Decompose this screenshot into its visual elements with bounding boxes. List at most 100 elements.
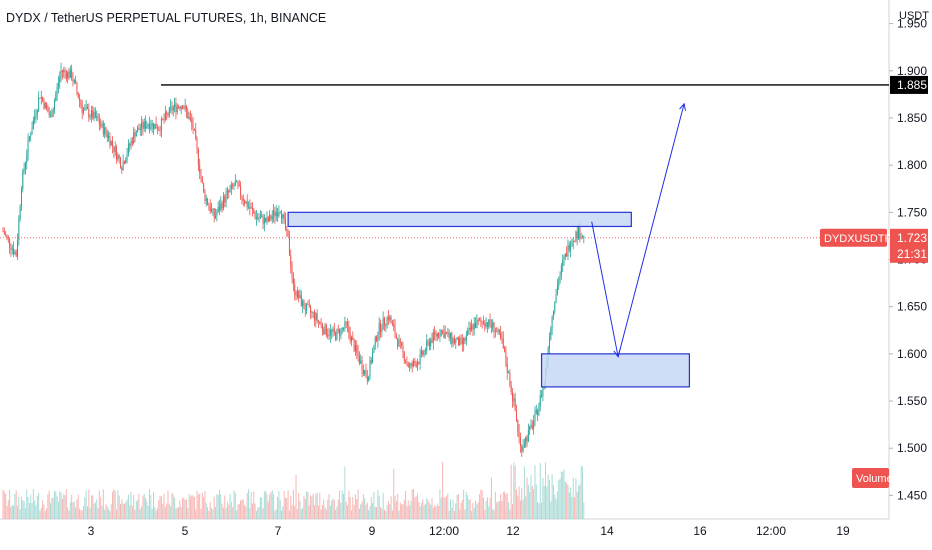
volume-bar bbox=[430, 504, 432, 519]
volume-bar bbox=[358, 508, 360, 519]
arrow-head-down bbox=[613, 349, 621, 358]
volume-bar bbox=[513, 462, 515, 519]
price-tick: 1.450 bbox=[889, 488, 927, 502]
candle bbox=[452, 336, 454, 348]
candle bbox=[303, 299, 305, 310]
candle bbox=[418, 361, 420, 365]
volume-bar bbox=[200, 508, 202, 519]
volume-bar bbox=[232, 507, 234, 519]
candle bbox=[459, 335, 461, 346]
volume-bar bbox=[424, 503, 426, 519]
volume-bar bbox=[240, 500, 242, 519]
volume-bar bbox=[329, 505, 331, 519]
candle bbox=[451, 331, 453, 348]
price-tick: 1.850 bbox=[889, 111, 927, 125]
volume-bar bbox=[279, 499, 281, 519]
candle bbox=[505, 346, 507, 368]
candle bbox=[246, 194, 248, 211]
candle bbox=[378, 317, 380, 341]
volume-bar bbox=[448, 510, 450, 519]
volume-bar bbox=[304, 498, 306, 519]
candle bbox=[398, 334, 400, 348]
volume-bar bbox=[263, 491, 265, 519]
candle bbox=[424, 347, 426, 356]
volume-bar bbox=[308, 505, 310, 519]
volume-bar bbox=[476, 504, 478, 519]
volume-bar bbox=[517, 495, 519, 519]
candle bbox=[444, 325, 446, 339]
volume-bar bbox=[518, 486, 520, 519]
candle bbox=[360, 354, 362, 365]
candle bbox=[501, 331, 503, 344]
volume-bar bbox=[64, 495, 66, 519]
candle bbox=[514, 392, 516, 412]
volume-bar bbox=[449, 499, 451, 519]
volume-bar bbox=[394, 495, 396, 519]
volume-bar bbox=[10, 506, 12, 519]
candle bbox=[498, 329, 500, 336]
candle bbox=[571, 238, 573, 247]
candle bbox=[479, 317, 481, 322]
volume-bar bbox=[402, 504, 404, 519]
candle bbox=[550, 326, 552, 341]
candle bbox=[526, 434, 528, 448]
support-zone[interactable] bbox=[540, 353, 690, 388]
candle bbox=[489, 313, 491, 328]
candle bbox=[337, 324, 339, 334]
volume-bar bbox=[244, 505, 246, 519]
projection-path[interactable] bbox=[591, 103, 685, 357]
volume-bar bbox=[362, 494, 364, 519]
candle bbox=[266, 211, 268, 225]
volume-bar bbox=[174, 497, 176, 519]
volume-bar bbox=[249, 508, 251, 519]
candle bbox=[42, 96, 44, 103]
volume-bar bbox=[97, 507, 99, 519]
candle bbox=[245, 200, 247, 204]
volume-bar bbox=[352, 496, 354, 519]
candle bbox=[395, 332, 397, 340]
volume-bar bbox=[180, 507, 182, 519]
candle bbox=[380, 319, 382, 339]
volume-bar bbox=[237, 504, 239, 519]
candle bbox=[104, 122, 106, 139]
candle bbox=[20, 186, 22, 211]
candle bbox=[116, 144, 118, 164]
volume-bar bbox=[469, 499, 471, 519]
candle bbox=[538, 402, 540, 416]
resistance-zone[interactable] bbox=[287, 211, 632, 228]
candle bbox=[572, 236, 574, 250]
volume-label[interactable]: Volume bbox=[852, 468, 893, 488]
volume-bar bbox=[246, 492, 248, 519]
candle bbox=[98, 113, 100, 131]
candle bbox=[542, 386, 544, 402]
candle bbox=[88, 103, 90, 122]
time-tick: 14 bbox=[600, 524, 614, 538]
volume-bar bbox=[179, 500, 181, 519]
candle bbox=[119, 156, 121, 169]
volume-bar bbox=[150, 495, 152, 519]
volume-bar bbox=[257, 507, 259, 519]
svg-text:21:31: 21:31 bbox=[897, 247, 927, 261]
candle bbox=[284, 212, 286, 232]
candle bbox=[263, 214, 265, 232]
candle bbox=[554, 301, 556, 315]
price-axis[interactable]: 1.9501.9001.8501.8001.7501.7001.6501.600… bbox=[889, 17, 928, 503]
volume-bar bbox=[133, 494, 135, 519]
volume-bar bbox=[57, 501, 59, 519]
candle bbox=[129, 142, 131, 152]
volume-bar bbox=[398, 510, 400, 519]
candle bbox=[212, 208, 214, 216]
candle bbox=[476, 314, 478, 329]
volume-bar bbox=[127, 494, 129, 519]
time-axis[interactable]: 3 5 7 9 12:00 12 14 16 12:00 19 bbox=[88, 524, 850, 538]
candle bbox=[106, 129, 108, 143]
volume-bar bbox=[473, 507, 475, 519]
candle bbox=[469, 322, 471, 335]
candle bbox=[438, 332, 440, 339]
volume-bar bbox=[175, 508, 177, 519]
volume-bar bbox=[459, 509, 461, 519]
candle bbox=[366, 370, 368, 385]
candle bbox=[282, 213, 284, 224]
